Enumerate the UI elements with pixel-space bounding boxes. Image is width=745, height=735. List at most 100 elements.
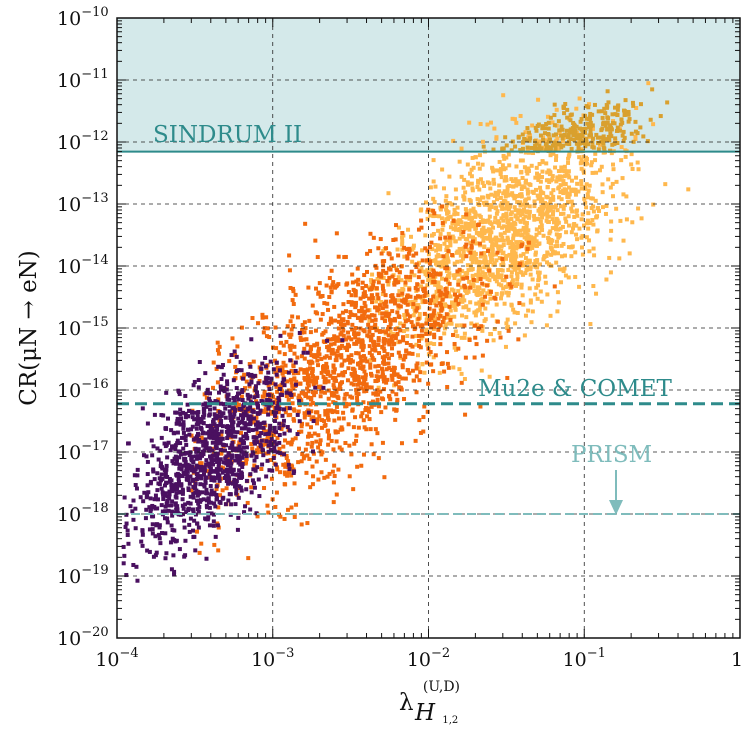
data-point xyxy=(363,283,368,288)
data-point xyxy=(586,105,591,110)
data-point xyxy=(503,194,508,199)
data-point xyxy=(509,217,514,222)
y-axis-title: CR(μN → eN) xyxy=(16,250,42,406)
data-point xyxy=(314,380,319,385)
data-point xyxy=(550,238,555,243)
data-point xyxy=(305,381,310,386)
data-point xyxy=(381,289,386,294)
data-point xyxy=(181,423,186,428)
data-point xyxy=(225,458,230,463)
data-point xyxy=(274,490,279,495)
data-point xyxy=(518,270,523,275)
data-point xyxy=(551,140,556,145)
data-point xyxy=(173,494,178,499)
data-point xyxy=(219,451,224,456)
data-point xyxy=(573,192,578,197)
data-point xyxy=(372,357,377,362)
data-point xyxy=(586,188,591,193)
data-point xyxy=(554,138,559,143)
data-point xyxy=(323,376,328,381)
data-point xyxy=(150,522,155,527)
data-point xyxy=(466,268,471,273)
data-point xyxy=(246,396,251,401)
x-axis-title-superscript: (U,D) xyxy=(423,679,460,695)
data-point xyxy=(195,421,200,426)
data-point xyxy=(389,373,394,378)
data-point xyxy=(568,113,573,118)
data-point xyxy=(395,331,400,336)
data-point xyxy=(524,225,529,230)
data-point xyxy=(295,355,300,360)
data-point xyxy=(298,335,303,340)
data-point xyxy=(291,470,296,475)
data-point xyxy=(406,318,411,323)
data-point xyxy=(201,409,206,414)
data-point xyxy=(255,514,260,519)
data-point xyxy=(153,506,158,511)
data-point xyxy=(309,409,314,414)
data-point xyxy=(217,499,222,504)
data-point xyxy=(474,241,479,246)
data-point xyxy=(387,317,392,322)
data-point xyxy=(165,416,170,421)
data-point xyxy=(184,477,189,482)
data-point xyxy=(195,413,200,418)
data-point xyxy=(554,227,559,232)
data-point xyxy=(272,425,277,430)
data-point xyxy=(266,406,271,411)
data-point xyxy=(533,187,538,192)
data-point xyxy=(374,286,379,291)
data-point xyxy=(158,461,163,466)
data-point xyxy=(550,212,555,217)
data-point xyxy=(411,302,416,307)
data-point xyxy=(214,446,219,451)
data-point xyxy=(492,295,497,300)
data-point xyxy=(505,225,510,230)
data-point xyxy=(588,131,593,136)
data-point xyxy=(471,165,476,170)
data-point xyxy=(519,282,524,287)
data-point xyxy=(431,222,436,227)
data-point xyxy=(265,376,270,381)
data-point xyxy=(439,308,444,313)
data-point xyxy=(248,417,253,422)
data-point xyxy=(614,128,619,133)
data-point xyxy=(408,278,413,283)
data-point xyxy=(154,523,159,528)
data-point xyxy=(380,373,385,378)
data-point xyxy=(513,321,518,326)
data-point xyxy=(511,220,516,225)
data-point xyxy=(246,372,251,377)
data-point xyxy=(389,294,394,299)
data-point xyxy=(466,182,471,187)
data-point xyxy=(367,287,372,292)
data-point xyxy=(189,433,194,438)
data-point xyxy=(192,518,197,523)
data-point xyxy=(599,109,604,114)
data-point xyxy=(414,333,419,338)
data-point xyxy=(613,139,618,144)
data-point xyxy=(299,390,304,395)
data-point xyxy=(549,252,554,257)
data-point xyxy=(230,472,235,477)
data-point xyxy=(357,308,362,313)
data-point xyxy=(283,464,288,469)
data-point xyxy=(251,467,256,472)
data-point xyxy=(557,195,562,200)
data-point xyxy=(528,298,533,303)
data-point xyxy=(267,468,272,473)
data-point xyxy=(579,166,584,171)
data-point xyxy=(559,165,564,170)
data-point xyxy=(488,331,493,336)
data-point xyxy=(558,211,563,216)
data-point xyxy=(322,423,327,428)
data-point xyxy=(615,140,620,145)
data-point xyxy=(416,303,421,308)
data-point xyxy=(336,319,341,324)
data-point xyxy=(361,328,366,333)
data-point xyxy=(237,454,242,459)
data-point xyxy=(603,211,608,216)
data-point xyxy=(420,300,425,305)
data-point xyxy=(498,171,503,176)
data-point xyxy=(265,433,270,438)
